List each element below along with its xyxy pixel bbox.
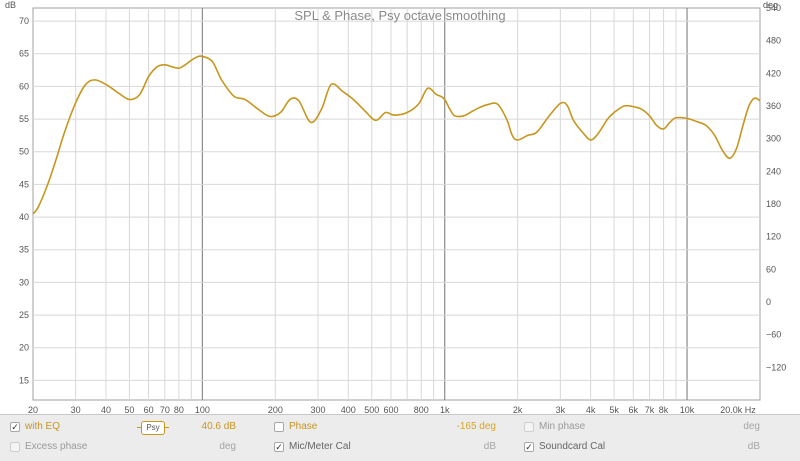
y-tick-label: 40 xyxy=(19,212,29,222)
mic-cal-unit: dB xyxy=(483,441,496,452)
x-tick-label: 5k xyxy=(609,405,619,414)
chart-title: SPL & Phase, Psy octave smoothing xyxy=(294,8,505,23)
mic-cal-label: Mic/Meter Cal xyxy=(289,441,351,452)
x-tick-label: 400 xyxy=(341,405,356,414)
y2-tick-label: 180 xyxy=(766,199,781,209)
x-tick-label: 40 xyxy=(101,405,111,414)
x-tick-label: 30 xyxy=(71,405,81,414)
soundcard-cal-label: Soundcard Cal xyxy=(539,441,606,452)
y-tick-label: 35 xyxy=(19,245,29,255)
y2-tick-label: 300 xyxy=(766,134,781,144)
min-phase-label: Min phase xyxy=(539,421,586,432)
phase-label: Phase xyxy=(289,421,318,432)
y2-tick-label: 240 xyxy=(766,166,781,176)
spl-phase-chart: 15 20 25 30 35 40 45 50 55 60 65 70 −120 −60 0 60 120 180… xyxy=(5,0,786,414)
x-tick-label: 3k xyxy=(556,405,566,414)
legend-bar: ✓ with EQ Psy 40.6 dB Phase -165 deg Min… xyxy=(0,414,800,461)
chart-svg: 15 20 25 30 35 40 45 50 55 60 65 70 −120 −60 0 60 120 180… xyxy=(5,0,786,414)
excess-phase-label: Excess phase xyxy=(25,441,88,452)
x-tick-label: 10k xyxy=(680,405,695,414)
x-tick-label: 800 xyxy=(414,405,429,414)
y-axis-label: dB xyxy=(5,0,16,10)
x-tick-label: 2k xyxy=(513,405,523,414)
y2-tick-label: −120 xyxy=(766,362,786,372)
psy-line-right xyxy=(165,427,169,428)
y-tick-label: 70 xyxy=(19,16,29,26)
x-tick-label: 20.0k Hz xyxy=(720,405,756,414)
x-tick-label: 100 xyxy=(195,405,210,414)
y2-tick-label: 0 xyxy=(766,297,771,307)
psy-line-left xyxy=(137,427,141,428)
x-tick-label: 600 xyxy=(383,405,398,414)
y2-axis-label: deg xyxy=(763,0,778,10)
y2-tick-label: 120 xyxy=(766,232,781,242)
y-tick-label: 15 xyxy=(19,375,29,385)
mic-cal-checkbox[interactable]: ✓ xyxy=(274,442,284,452)
x-tick-label: 80 xyxy=(174,405,184,414)
with-eq-checkbox[interactable]: ✓ xyxy=(10,422,20,432)
y2-tick-label: 60 xyxy=(766,264,776,274)
phase-checkbox[interactable] xyxy=(274,422,284,432)
with-eq-label: with EQ xyxy=(25,421,61,432)
x-tick-label: 1k xyxy=(440,405,450,414)
min-phase-unit: deg xyxy=(743,421,760,432)
soundcard-cal-checkbox[interactable]: ✓ xyxy=(524,442,534,452)
x-tick-label: 70 xyxy=(160,405,170,414)
min-phase-checkbox[interactable] xyxy=(524,422,534,432)
y2-tick-label: −60 xyxy=(766,330,781,340)
x-tick-label: 4k xyxy=(586,405,596,414)
x-tick-label: 7k xyxy=(645,405,655,414)
y-tick-label: 25 xyxy=(19,310,29,320)
y2-tick-label: 420 xyxy=(766,68,781,78)
y-tick-label: 55 xyxy=(19,114,29,124)
y2-tick-label: 480 xyxy=(766,36,781,46)
x-tick-label: 8k xyxy=(659,405,669,414)
y-tick-label: 20 xyxy=(19,343,29,353)
soundcard-cal-unit: dB xyxy=(747,441,760,452)
y-tick-label: 65 xyxy=(19,49,29,59)
y-tick-label: 30 xyxy=(19,277,29,287)
x-tick-label: 60 xyxy=(144,405,154,414)
y-tick-label: 50 xyxy=(19,147,29,157)
y-tick-label: 60 xyxy=(19,81,29,91)
plot-frame xyxy=(32,7,761,401)
y2-tick-label: 540 xyxy=(766,3,781,13)
y-tick-label: 45 xyxy=(19,179,29,189)
legend-row-2: Excess phase deg ✓ Mic/Meter Cal dB ✓ So… xyxy=(0,438,800,458)
excess-phase-checkbox[interactable] xyxy=(10,442,20,452)
x-tick-label: 300 xyxy=(310,405,325,414)
y2-tick-label: 360 xyxy=(766,101,781,111)
with-eq-value: 40.6 dB xyxy=(201,421,236,432)
spl-series-line xyxy=(32,55,761,215)
excess-phase-unit: deg xyxy=(219,441,236,452)
x-tick-label: 20 xyxy=(28,405,38,414)
phase-value: -165 deg xyxy=(456,421,496,432)
x-tick-label: 200 xyxy=(268,405,283,414)
x-tick-label: 500 xyxy=(364,405,379,414)
x-tick-label: 6k xyxy=(629,405,639,414)
x-tick-label: 50 xyxy=(124,405,134,414)
legend-row-1: ✓ with EQ Psy 40.6 dB Phase -165 deg Min… xyxy=(0,418,800,438)
smoothing-selector[interactable]: Psy xyxy=(141,421,165,435)
